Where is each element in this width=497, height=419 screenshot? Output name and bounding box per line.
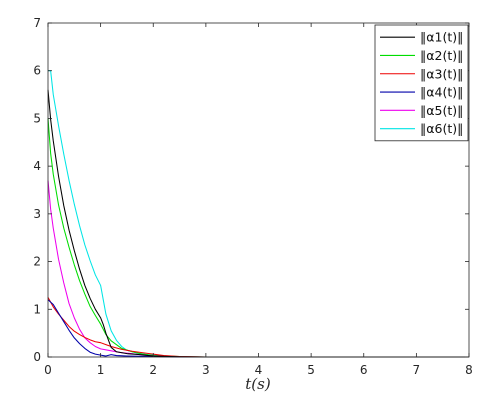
legend-label: ‖α3(t)‖ [420, 66, 463, 81]
axis-ticks: 0 1 2 3 4 5 6 7 8 0 1 2 3 4 5 6 7 [33, 16, 472, 377]
x-tick-label: 7 [413, 363, 421, 377]
y-tick-label: 4 [33, 159, 41, 173]
x-tick-label: 0 [44, 363, 52, 377]
y-tick-label: 0 [33, 350, 41, 364]
x-tick-label: 2 [149, 363, 157, 377]
x-tick-label: 4 [255, 363, 263, 377]
y-tick-label: 7 [33, 16, 41, 30]
y-tick-label: 5 [33, 111, 41, 125]
series-line-4 [47, 299, 469, 358]
legend-label: ‖α1(t)‖ [420, 30, 463, 45]
legend-label: ‖α6(t)‖ [420, 121, 463, 136]
legend: ‖α1(t)‖ ‖α2(t)‖ ‖α3(t)‖ ‖α4(t)‖ ‖α5(t)‖ ‖α6(t… [374, 24, 469, 142]
x-tick-label: 3 [202, 363, 210, 377]
legend-label: ‖α4(t)‖ [420, 85, 463, 100]
legend-box [374, 24, 469, 142]
legend-label: ‖α2(t)‖ [420, 48, 463, 63]
y-tick-label: 3 [33, 207, 41, 221]
y-tick-label: 6 [33, 64, 41, 78]
series-line-3 [47, 297, 469, 358]
x-tick-label: 8 [465, 363, 473, 377]
x-axis-label: t(s) [245, 375, 271, 393]
y-tick-label: 1 [33, 302, 41, 316]
y-tick-label: 2 [33, 255, 41, 269]
legend-label: ‖α5(t)‖ [420, 103, 463, 118]
x-tick-label: 1 [97, 363, 105, 377]
series-line-2 [47, 118, 469, 358]
x-tick-label: 5 [307, 363, 315, 377]
series-line-1 [47, 89, 469, 358]
series-layer [47, 70, 469, 358]
x-tick-label: 6 [360, 363, 368, 377]
